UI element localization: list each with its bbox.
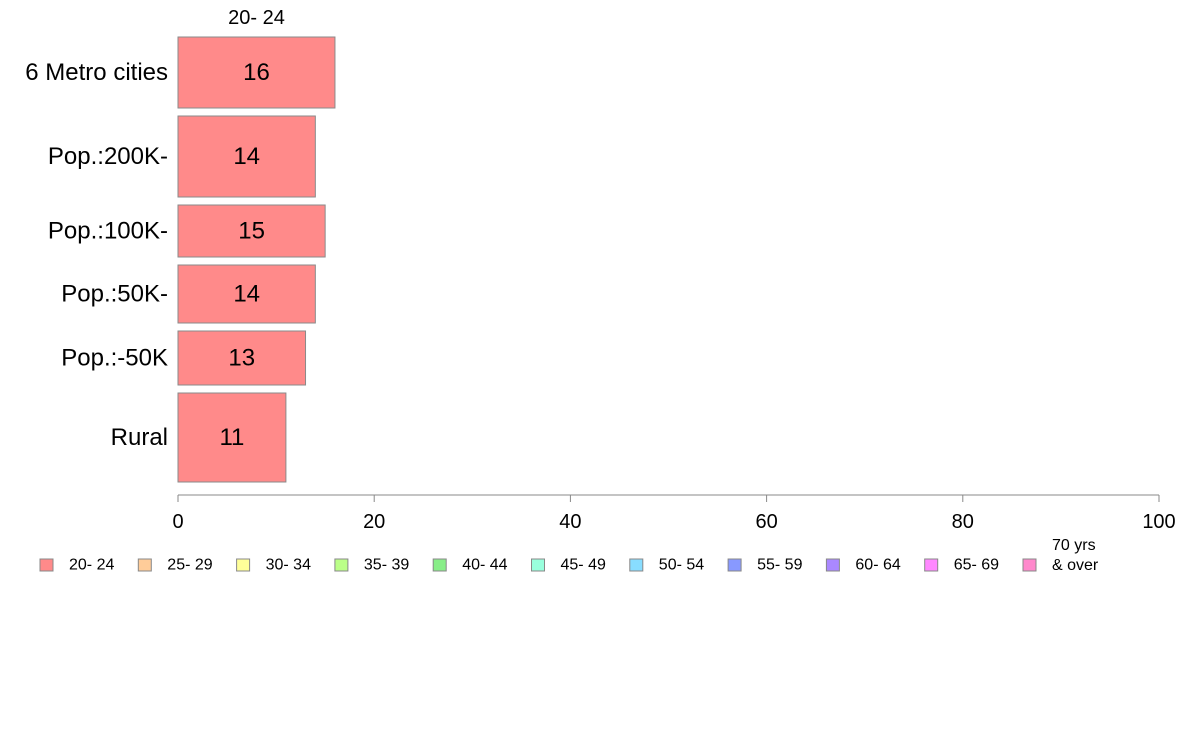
legend-item: 30- 34 — [236, 557, 311, 574]
legend-label: 35- 39 — [364, 557, 409, 574]
bar — [177, 264, 316, 324]
legend-swatch — [924, 558, 939, 572]
x-tick-label: 80 — [952, 511, 974, 533]
bar — [177, 392, 287, 483]
legend-swatch — [137, 558, 152, 572]
legend-item: 65- 69 — [924, 557, 999, 574]
legend-item: 60- 64 — [825, 557, 901, 574]
x-tick-label: 0 — [172, 511, 183, 533]
legend-swatch — [39, 558, 54, 572]
x-tick-label: 40 — [559, 511, 581, 533]
x-tick-label: 100 — [1142, 511, 1175, 533]
legend-swatch — [825, 558, 840, 572]
bar-value-label: 14 — [233, 143, 260, 170]
legend-label: 25- 29 — [167, 557, 212, 574]
legend-item: 25- 29 — [137, 557, 213, 574]
legend-item: 70 yrs & over — [1022, 537, 1099, 574]
legend-item: 45- 49 — [531, 557, 606, 574]
legend-label: 60- 64 — [855, 557, 900, 574]
category-label: Pop.:-50K — [61, 345, 168, 372]
legend-label: 65- 69 — [954, 557, 999, 574]
bar — [177, 204, 326, 258]
legend-label: 70 yrs & over — [1052, 537, 1099, 574]
bar-value-label: 14 — [233, 281, 260, 308]
bar-value-label: 11 — [219, 424, 244, 451]
legend-item: 50- 54 — [629, 557, 704, 574]
legend-swatch — [629, 558, 644, 572]
legend-swatch — [432, 558, 447, 572]
category-label: Pop.:50K- — [61, 281, 168, 308]
category-label: 6 Metro cities — [25, 59, 168, 86]
legend-label: 45- 49 — [561, 557, 606, 574]
bar-value-label: 16 — [243, 59, 270, 86]
category-label: Rural — [111, 424, 168, 451]
legend-label: 40- 44 — [462, 557, 507, 574]
column-label: 20- 24 — [228, 7, 285, 29]
x-tick-label: 60 — [755, 511, 777, 533]
legend-item: 20- 24 — [39, 557, 114, 574]
legend-swatch — [236, 558, 251, 572]
legend-swatch — [1022, 558, 1037, 572]
category-label: Pop.:200K- — [48, 143, 168, 170]
legend-swatch — [727, 558, 742, 572]
bar — [177, 115, 316, 198]
bar-value-label: 15 — [238, 218, 265, 245]
category-label: Pop.:100K- — [48, 218, 168, 245]
legend-item: 55- 59 — [727, 557, 803, 574]
bar-value-label: 13 — [228, 345, 255, 372]
legend-label: 55- 59 — [757, 557, 802, 574]
bar — [177, 330, 307, 386]
legend-swatch — [334, 558, 349, 572]
legend-swatch — [531, 558, 545, 572]
legend-item: 40- 44 — [432, 557, 508, 574]
x-tick-label: 20 — [363, 511, 385, 533]
legend-label: 20- 24 — [69, 557, 114, 574]
legend-label: 50- 54 — [659, 557, 704, 574]
legend-label: 30- 34 — [266, 557, 311, 574]
legend-item: 35- 39 — [334, 557, 409, 574]
bar — [177, 36, 336, 109]
